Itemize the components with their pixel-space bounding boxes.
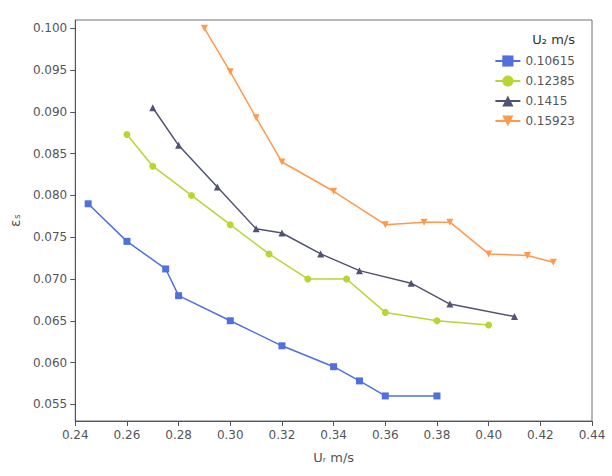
svg-text:0.26: 0.26 — [114, 428, 141, 442]
svg-text:0.12385: 0.12385 — [525, 74, 575, 88]
svg-text:0.44: 0.44 — [579, 428, 606, 442]
svg-text:0.060: 0.060 — [33, 356, 67, 370]
svg-text:0.055: 0.055 — [33, 397, 67, 411]
svg-text:0.42: 0.42 — [527, 428, 554, 442]
svg-text:0.085: 0.085 — [33, 147, 67, 161]
svg-text:0.10615: 0.10615 — [525, 54, 575, 68]
svg-text:εₛ: εₛ — [7, 214, 23, 227]
svg-text:0.40: 0.40 — [475, 428, 502, 442]
svg-text:0.32: 0.32 — [269, 428, 296, 442]
svg-text:0.095: 0.095 — [33, 63, 67, 77]
svg-text:0.38: 0.38 — [424, 428, 451, 442]
svg-text:0.080: 0.080 — [33, 188, 67, 202]
svg-text:0.070: 0.070 — [33, 272, 67, 286]
svg-text:0.34: 0.34 — [320, 428, 347, 442]
svg-text:Uᵣ m/s: Uᵣ m/s — [313, 450, 354, 465]
svg-text:0.090: 0.090 — [33, 105, 67, 119]
svg-text:0.36: 0.36 — [372, 428, 399, 442]
svg-text:0.1415: 0.1415 — [525, 94, 567, 108]
svg-text:0.100: 0.100 — [33, 21, 67, 35]
svg-text:U₂ m/s: U₂ m/s — [532, 32, 575, 47]
svg-text:0.065: 0.065 — [33, 314, 67, 328]
svg-text:0.24: 0.24 — [62, 428, 89, 442]
svg-text:0.28: 0.28 — [165, 428, 192, 442]
svg-text:0.30: 0.30 — [217, 428, 244, 442]
svg-text:0.075: 0.075 — [33, 230, 67, 244]
svg-text:0.15923: 0.15923 — [525, 114, 575, 128]
